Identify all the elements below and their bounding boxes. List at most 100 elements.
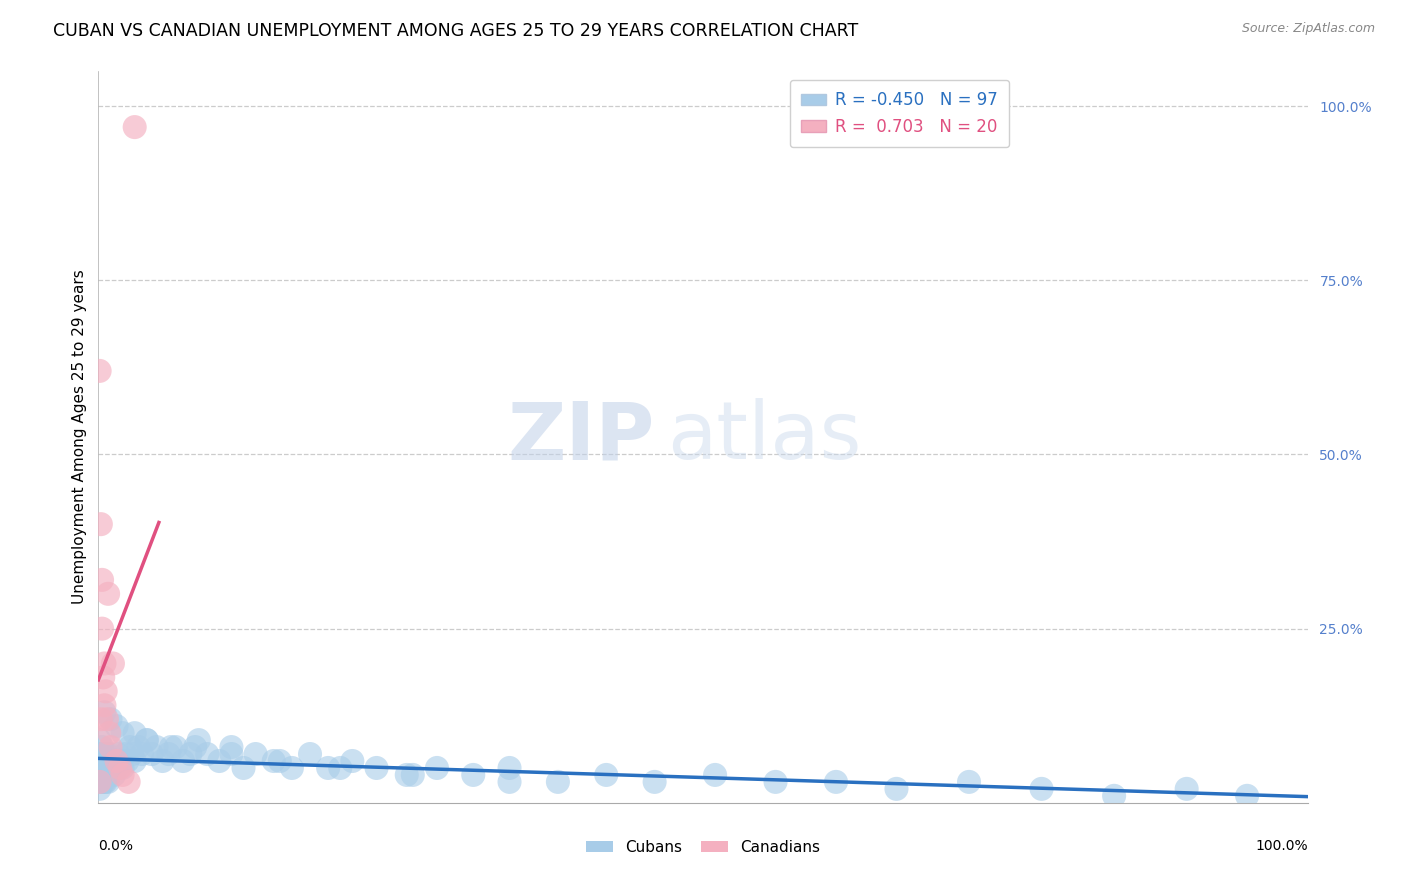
Cubans (97, 754, 120, 768)
Canadians (90, 712, 112, 726)
Cubans (111, 726, 134, 740)
Canadians (93, 657, 115, 671)
Cubans (145, 740, 167, 755)
Cubans (94, 768, 117, 782)
Cubans (426, 761, 449, 775)
Cubans (121, 747, 143, 761)
Cubans (172, 754, 194, 768)
Canadians (98, 726, 121, 740)
Canadians (89, 775, 111, 789)
Cubans (366, 761, 388, 775)
Cubans (644, 775, 666, 789)
Cubans (765, 775, 787, 789)
Text: ZIP: ZIP (508, 398, 655, 476)
Canadians (111, 768, 134, 782)
Text: CUBAN VS CANADIAN UNEMPLOYMENT AMONG AGES 25 TO 29 YEARS CORRELATION CHART: CUBAN VS CANADIAN UNEMPLOYMENT AMONG AGE… (53, 22, 859, 40)
Cubans (91, 768, 114, 782)
Cubans (90, 747, 112, 761)
Cubans (179, 747, 201, 761)
Cubans (1175, 781, 1198, 796)
Cubans (91, 775, 114, 789)
Cubans (316, 761, 339, 775)
Cubans (101, 761, 124, 775)
Cubans (1031, 781, 1053, 796)
Cubans (124, 754, 146, 768)
Cubans (342, 754, 364, 768)
Cubans (825, 775, 848, 789)
Cubans (98, 768, 121, 782)
Cubans (395, 768, 418, 782)
Cubans (91, 747, 114, 761)
Cubans (96, 761, 118, 775)
Cubans (208, 754, 231, 768)
Cubans (90, 761, 112, 775)
Cubans (195, 747, 218, 761)
Cubans (104, 754, 127, 768)
Cubans (117, 754, 139, 768)
Cubans (157, 747, 180, 761)
Cubans (90, 754, 112, 768)
Canadians (91, 670, 114, 684)
Cubans (105, 719, 128, 733)
Cubans (103, 768, 125, 782)
Cubans (94, 775, 117, 789)
Cubans (221, 740, 243, 755)
Cubans (1236, 789, 1258, 803)
Cubans (463, 768, 485, 782)
Cubans (89, 733, 111, 747)
Cubans (118, 740, 141, 755)
Cubans (114, 747, 136, 761)
Cubans (269, 754, 291, 768)
Cubans (152, 754, 174, 768)
Cubans (91, 740, 114, 755)
Canadians (100, 740, 122, 755)
Cubans (329, 761, 352, 775)
Cubans (89, 754, 111, 768)
Cubans (957, 775, 980, 789)
Cubans (1102, 789, 1125, 803)
Canadians (94, 684, 117, 698)
Cubans (187, 733, 209, 747)
Cubans (94, 754, 117, 768)
Cubans (100, 754, 122, 768)
Canadians (93, 698, 115, 713)
Canadians (91, 573, 114, 587)
Cubans (91, 775, 114, 789)
Cubans (299, 747, 322, 761)
Text: 100.0%: 100.0% (1256, 839, 1308, 854)
Cubans (232, 761, 254, 775)
Cubans (165, 740, 187, 755)
Cubans (93, 747, 115, 761)
Canadians (96, 712, 118, 726)
Cubans (135, 733, 157, 747)
Cubans (91, 754, 114, 768)
Cubans (704, 768, 727, 782)
Canadians (118, 775, 141, 789)
Text: atlas: atlas (666, 398, 860, 476)
Canadians (124, 120, 146, 134)
Cubans (96, 768, 118, 782)
Cubans (263, 754, 285, 768)
Cubans (245, 747, 267, 761)
Cubans (886, 781, 908, 796)
Cubans (402, 768, 425, 782)
Cubans (97, 775, 120, 789)
Canadians (97, 587, 120, 601)
Cubans (221, 747, 243, 761)
Legend: Cubans, Canadians: Cubans, Canadians (579, 834, 827, 861)
Canadians (90, 517, 112, 532)
Cubans (595, 768, 617, 782)
Y-axis label: Unemployment Among Ages 25 to 29 years: Unemployment Among Ages 25 to 29 years (72, 269, 87, 605)
Cubans (89, 781, 111, 796)
Cubans (98, 761, 121, 775)
Cubans (100, 747, 122, 761)
Cubans (100, 712, 122, 726)
Cubans (90, 775, 112, 789)
Cubans (105, 761, 128, 775)
Cubans (184, 740, 207, 755)
Cubans (93, 705, 115, 719)
Cubans (107, 747, 129, 761)
Cubans (93, 775, 115, 789)
Canadians (105, 754, 128, 768)
Cubans (90, 768, 112, 782)
